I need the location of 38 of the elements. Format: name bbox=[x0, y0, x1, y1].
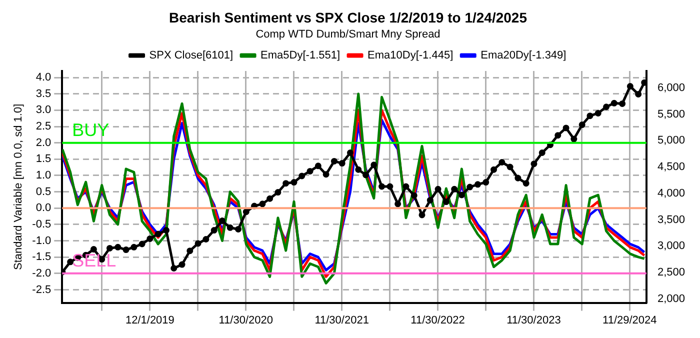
y-tick-label: 3.5 bbox=[36, 88, 52, 100]
legend-title: Comp WTD Dumb/Smart Mny Spread bbox=[256, 28, 440, 40]
ref-line-label: BUY bbox=[72, 120, 110, 140]
y2-tick-label: 5,000 bbox=[657, 134, 686, 147]
y-axis-title: Standard Variable [mn 0.0, sd 1.0] bbox=[12, 104, 25, 270]
y2-tick-label: 3,500 bbox=[657, 214, 686, 226]
y-tick-label: 1.5 bbox=[36, 153, 52, 166]
y-tick-label: -1.5 bbox=[32, 251, 52, 264]
legend-label: SPX Close[6101] bbox=[149, 50, 234, 62]
y-tick-label: 4.0 bbox=[36, 72, 52, 84]
x-tick-label: 11/30/2020 bbox=[218, 314, 274, 326]
y2-tick-label: 4,000 bbox=[657, 187, 686, 200]
x-tick-label: 11/29/2024 bbox=[602, 314, 657, 326]
legend-label: Ema20Dy[-1.349] bbox=[480, 50, 566, 62]
chart-title: Bearish Sentiment vs SPX Close 1/2/2019 to 1/24/2025 bbox=[169, 9, 528, 26]
y-tick-label: 0.5 bbox=[36, 186, 52, 198]
x-tick-label: 11/30/2021 bbox=[314, 314, 369, 326]
y2-tick-label: 5,500 bbox=[657, 108, 686, 120]
y-tick-label: 3.0 bbox=[36, 104, 52, 116]
legend-label: Ema10Dy[-1.445] bbox=[368, 50, 454, 62]
legend-label: Ema5Dy[-1.551] bbox=[260, 50, 340, 62]
y-tick-label: 2.5 bbox=[36, 120, 52, 133]
x-tick-label: 12/1/2019 bbox=[125, 314, 174, 326]
x-tick-label: 11/30/2022 bbox=[410, 314, 465, 326]
y-tick-label: 1.0 bbox=[36, 170, 52, 182]
y-tick-label: -1.0 bbox=[32, 234, 52, 247]
y2-tick-label: 2,500 bbox=[657, 266, 686, 279]
x-tick-label: 11/30/2023 bbox=[506, 314, 561, 326]
y-tick-label: -0.5 bbox=[32, 218, 52, 230]
y2-tick-label: 4,500 bbox=[657, 161, 686, 174]
y-tick-label: -2.0 bbox=[32, 267, 52, 280]
ref-line-label: SELL bbox=[72, 250, 116, 270]
y-tick-label: 0.0 bbox=[36, 202, 52, 214]
y2-tick-label: 6,000 bbox=[657, 82, 686, 94]
y-tick-label: -2.5 bbox=[32, 284, 52, 296]
y2-tick-label: 3,000 bbox=[657, 240, 686, 252]
y-tick-label: 2.0 bbox=[36, 136, 52, 149]
y2-tick-label: 2,000 bbox=[657, 292, 686, 305]
